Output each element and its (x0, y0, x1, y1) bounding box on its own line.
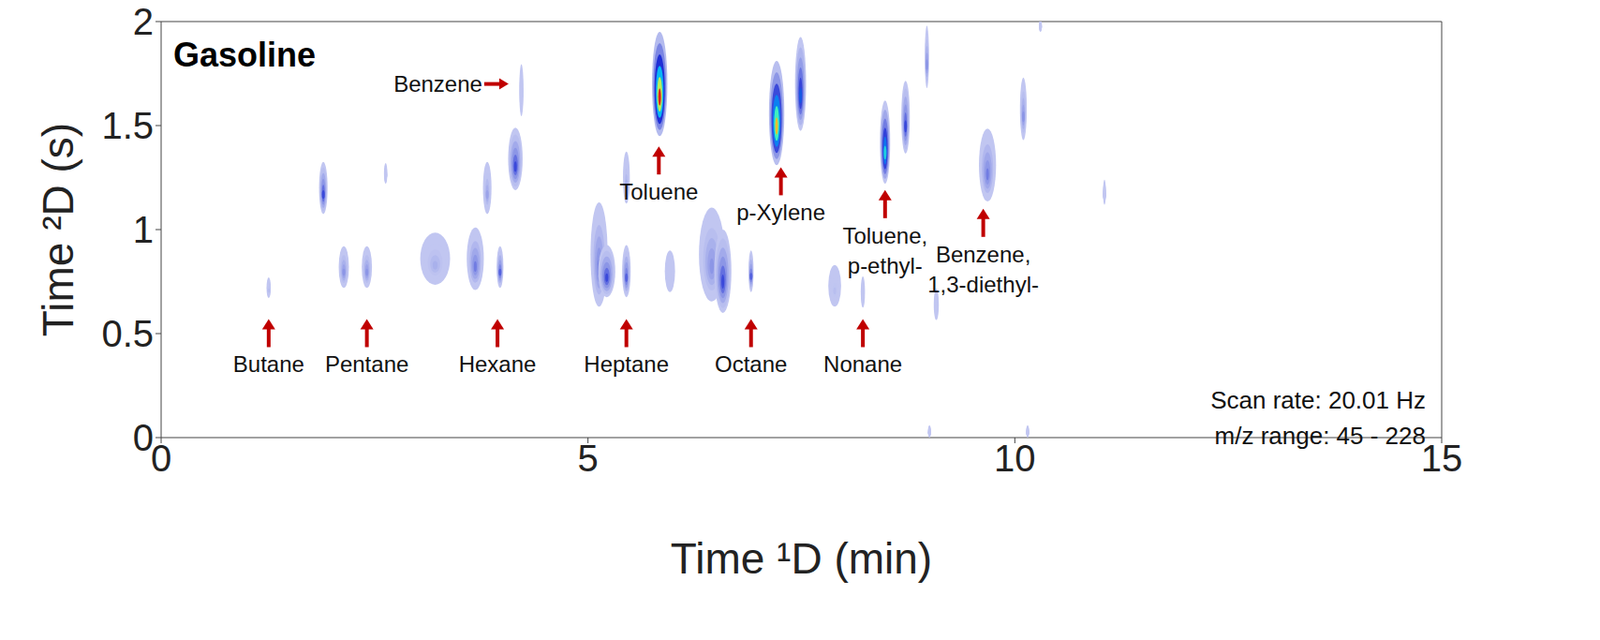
svg-text:p-Xylene: p-Xylene (736, 199, 826, 225)
svg-text:0: 0 (133, 416, 154, 459)
svg-text:1.5: 1.5 (101, 104, 154, 147)
html-text:Time ²D (s): Time ²D (s) (33, 122, 83, 337)
svg-text:Benzene: Benzene (393, 71, 483, 97)
svg-text:Time ¹D (min): Time ¹D (min) (670, 533, 933, 583)
svg-text:0.5: 0.5 (101, 312, 154, 355)
svg-text:Toluene: Toluene (619, 178, 698, 205)
html-text:Scan rate: 20.01 Hz: Scan rate: 20.01 Hz (1210, 385, 1426, 415)
svg-text:2: 2 (133, 0, 154, 43)
svg-text:Hexane: Hexane (459, 351, 537, 377)
svg-text:Octane: Octane (714, 351, 787, 377)
svg-text:15: 15 (1421, 437, 1464, 479)
svg-text:5: 5 (577, 437, 599, 479)
svg-text:Pentane: Pentane (325, 351, 409, 377)
svg-text:10: 10 (993, 437, 1037, 479)
svg-text:Butane: Butane (233, 351, 305, 377)
svg-text:1,3-diethyl-: 1,3-diethyl- (927, 271, 1039, 297)
html-text:m/z range: 45 - 228: m/z range: 45 - 228 (1214, 421, 1426, 450)
svg-text:Heptane: Heptane (583, 351, 669, 377)
svg-text:Nonane: Nonane (823, 351, 903, 377)
svg-text:p-ethyl-: p-ethyl- (847, 252, 923, 279)
html-text:Gasoline: Gasoline (173, 35, 316, 75)
svg-text:Benzene,: Benzene, (935, 241, 1031, 267)
svg-text:0: 0 (150, 437, 172, 479)
svg-text:1: 1 (133, 208, 154, 251)
svg-text:Toluene,: Toluene, (842, 222, 928, 249)
